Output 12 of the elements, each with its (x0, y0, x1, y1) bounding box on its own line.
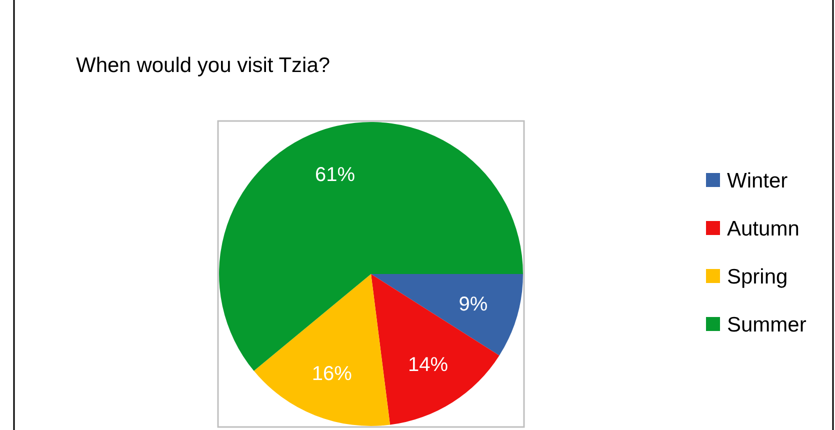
pie-slice (371, 274, 500, 425)
data-label: 9% (458, 294, 488, 316)
chart-title: When would you visit Tzia? (76, 54, 330, 77)
data-label: 14% (408, 354, 448, 376)
data-label: 16% (312, 362, 352, 385)
legend-label: Autumn (727, 217, 800, 240)
pie-slice (371, 274, 523, 356)
legend-label: Spring (727, 265, 788, 288)
pie-slice (254, 274, 390, 426)
legend-label: Winter (727, 169, 788, 192)
data-label: 61% (314, 164, 356, 186)
legend-label: Summer (727, 313, 806, 336)
